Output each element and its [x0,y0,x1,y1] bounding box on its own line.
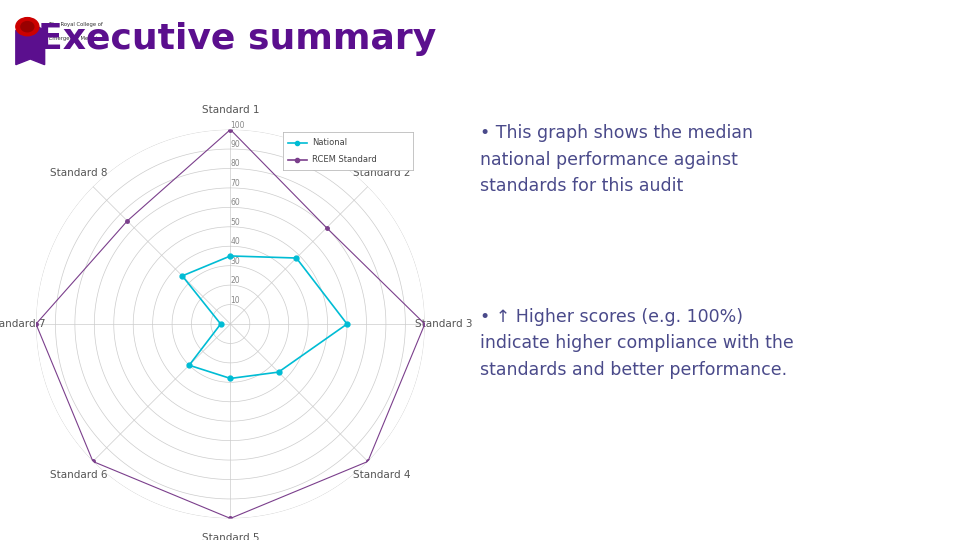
Text: Emergency Medicine: Emergency Medicine [49,36,104,42]
Text: National: National [312,138,347,147]
Text: The Royal College of: The Royal College of [49,22,103,27]
Text: Executive summary: Executive summary [38,22,437,56]
Text: • ↑ Higher scores (e.g. 100%)
indicate higher compliance with the
standards and : • ↑ Higher scores (e.g. 100%) indicate h… [480,308,794,379]
Text: RCEM Standard: RCEM Standard [312,155,376,164]
Circle shape [21,22,34,32]
Circle shape [15,18,38,36]
Text: • This graph shows the median
national performance against
standards for this au: • This graph shows the median national p… [480,124,753,195]
Polygon shape [15,22,44,65]
